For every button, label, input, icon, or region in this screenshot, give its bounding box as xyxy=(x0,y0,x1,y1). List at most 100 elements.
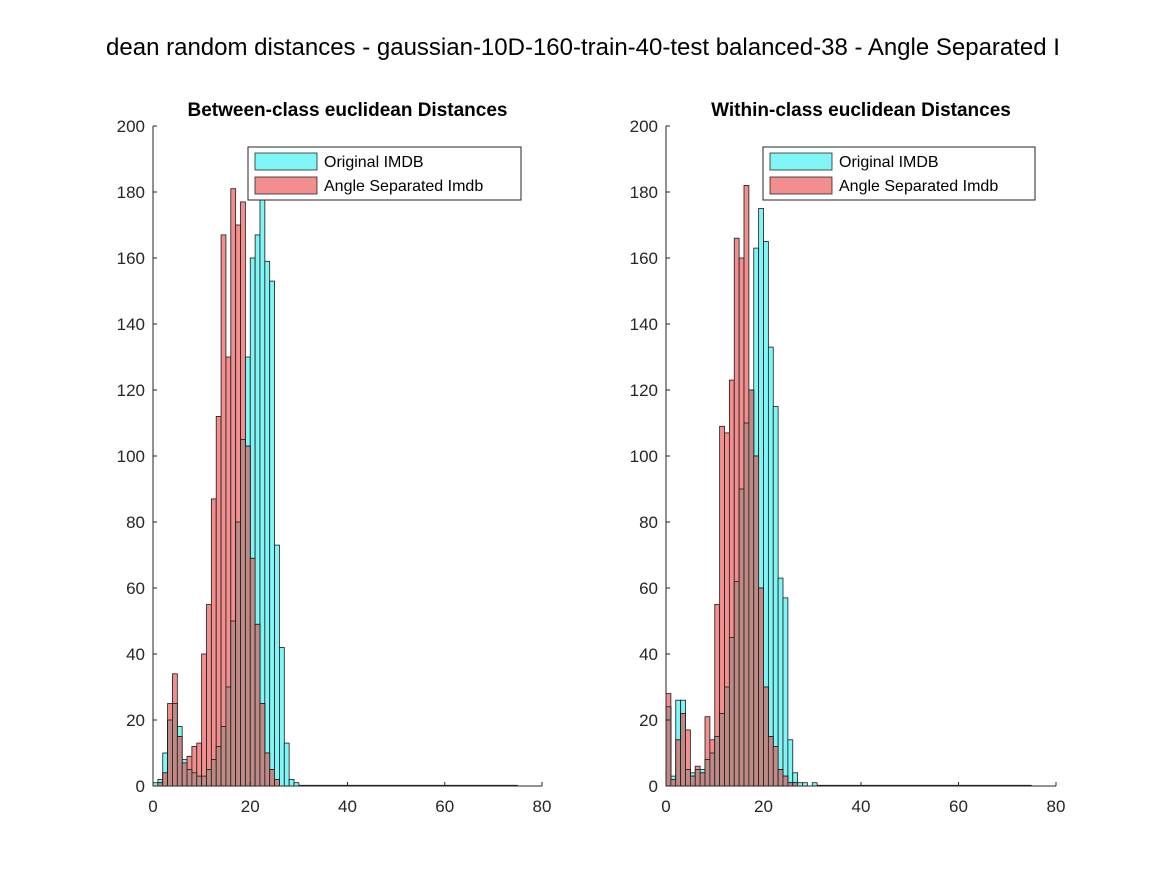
bar-overlap xyxy=(753,455,760,787)
y-tick-label: 120 xyxy=(630,381,658,400)
y-tick-label: 140 xyxy=(630,315,658,334)
bar-overlap xyxy=(714,736,721,787)
y-tick-label: 160 xyxy=(117,249,145,268)
x-tick-label: 20 xyxy=(754,797,773,816)
bar-overlap xyxy=(680,713,686,787)
x-tick-label: 0 xyxy=(661,797,670,816)
bar-overlap xyxy=(172,703,178,787)
y-tick-label: 80 xyxy=(126,513,145,532)
legend-label-angle-separated-imdb: Angle Separated Imdb xyxy=(324,178,483,195)
y-tick-label: 60 xyxy=(639,579,658,598)
legend-swatch-angle-separated-imdb xyxy=(254,176,318,195)
legend-label-original-imdb: Original IMDB xyxy=(324,154,424,171)
y-tick-label: 0 xyxy=(649,777,658,796)
x-tick-label: 60 xyxy=(949,797,968,816)
bar-overlap xyxy=(767,736,774,787)
bar-overlap xyxy=(186,769,193,787)
bar-overlap xyxy=(689,775,696,787)
legend: Original IMDB Angle Separated Imdb xyxy=(762,146,1036,201)
y-tick-label: 200 xyxy=(117,117,145,136)
x-tick-label: 60 xyxy=(435,797,454,816)
bar-overlap xyxy=(709,752,716,787)
bar-overlap xyxy=(763,686,769,787)
legend-swatch-original-imdb xyxy=(769,152,833,171)
legend-swatch-angle-separated-imdb xyxy=(769,176,833,195)
plot-title: Between-class euclidean Distances xyxy=(188,100,508,121)
bar-original-imdb xyxy=(283,742,290,787)
bar-overlap xyxy=(782,775,789,787)
bar-overlap xyxy=(699,772,706,787)
x-tick-label: 80 xyxy=(533,797,552,816)
bar-overlap xyxy=(162,772,168,787)
bar-overlap xyxy=(777,769,784,787)
bar-overlap xyxy=(230,620,237,787)
bar-original-imdb xyxy=(269,280,275,787)
y-tick-label: 180 xyxy=(117,183,145,202)
bar-overlap xyxy=(249,557,256,787)
bar-overlap xyxy=(191,772,198,787)
bar-overlap xyxy=(210,759,217,787)
plot-within-class: Within-class euclidean Distances 0 20 40 60 8… xyxy=(630,100,1066,816)
y-tick-label: 180 xyxy=(630,183,658,202)
bar-overlap xyxy=(254,623,261,787)
bar-original-imdb xyxy=(288,779,295,787)
bar-overlap xyxy=(269,769,275,787)
bar-angle-separated-imdb xyxy=(206,604,212,787)
bar-overlap xyxy=(244,445,251,787)
bar-overlap xyxy=(665,706,672,787)
y-tick-label: 60 xyxy=(126,579,145,598)
bar-overlap xyxy=(201,775,207,787)
bar-overlap xyxy=(719,713,725,787)
legend-swatch-original-imdb xyxy=(254,152,318,171)
bar-overlap xyxy=(176,736,183,787)
legend-label-original-imdb: Original IMDB xyxy=(839,154,939,171)
bar-original-imdb xyxy=(782,597,789,787)
y-tick-label: 80 xyxy=(639,513,658,532)
bar-overlap xyxy=(225,686,232,787)
bar-overlap xyxy=(743,422,750,787)
x-tick-label: 40 xyxy=(852,797,871,816)
bar-original-imdb xyxy=(274,544,280,787)
bar-original-imdb xyxy=(777,577,784,787)
bar-overlap xyxy=(728,637,735,787)
bar-overlap xyxy=(724,686,730,787)
bar-overlap xyxy=(264,752,271,787)
bar-overlap xyxy=(758,587,764,787)
bar-overlap xyxy=(167,719,173,787)
bar-overlap xyxy=(181,762,188,787)
bar-original-imdb xyxy=(264,260,271,787)
bar-overlap xyxy=(704,759,711,787)
bar-overlap xyxy=(215,746,222,787)
bar-overlap xyxy=(259,703,266,787)
bar-overlap xyxy=(235,521,241,787)
bar-overlap xyxy=(733,581,740,787)
plot-title: Within-class euclidean Distances xyxy=(711,100,1011,121)
y-tick-label: 140 xyxy=(117,315,145,334)
bar-original-imdb xyxy=(772,406,779,787)
figure-suptitle: dean random distances - gaussian-10D-160… xyxy=(106,34,1060,61)
y-tick-label: 20 xyxy=(126,711,145,730)
y-tick-label: 40 xyxy=(639,645,658,664)
plot-between-class: Between-class euclidean Distances 0 20 40 60… xyxy=(117,100,552,816)
bar-original-imdb xyxy=(279,647,285,787)
bar-overlap xyxy=(685,769,691,787)
bar-overlap xyxy=(748,389,755,787)
x-tick-label: 20 xyxy=(241,797,260,816)
bar-overlap xyxy=(675,739,682,787)
x-tick-label: 40 xyxy=(338,797,357,816)
bar-angle-separated-imdb xyxy=(215,415,222,787)
y-tick-label: 20 xyxy=(639,711,658,730)
legend: Original IMDB Angle Separated Imdb xyxy=(247,146,522,201)
bar-angle-separated-imdb xyxy=(201,653,207,787)
bar-original-imdb xyxy=(767,346,774,787)
y-tick-label: 100 xyxy=(630,447,658,466)
y-tick-label: 200 xyxy=(630,117,658,136)
bar-overlap xyxy=(240,439,246,787)
bar-overlap xyxy=(694,769,701,787)
y-tick-label: 120 xyxy=(117,381,145,400)
bar-original-imdb xyxy=(259,191,266,787)
bar-overlap xyxy=(206,769,212,787)
y-tick-label: 0 xyxy=(136,777,145,796)
bar-overlap xyxy=(220,726,227,787)
